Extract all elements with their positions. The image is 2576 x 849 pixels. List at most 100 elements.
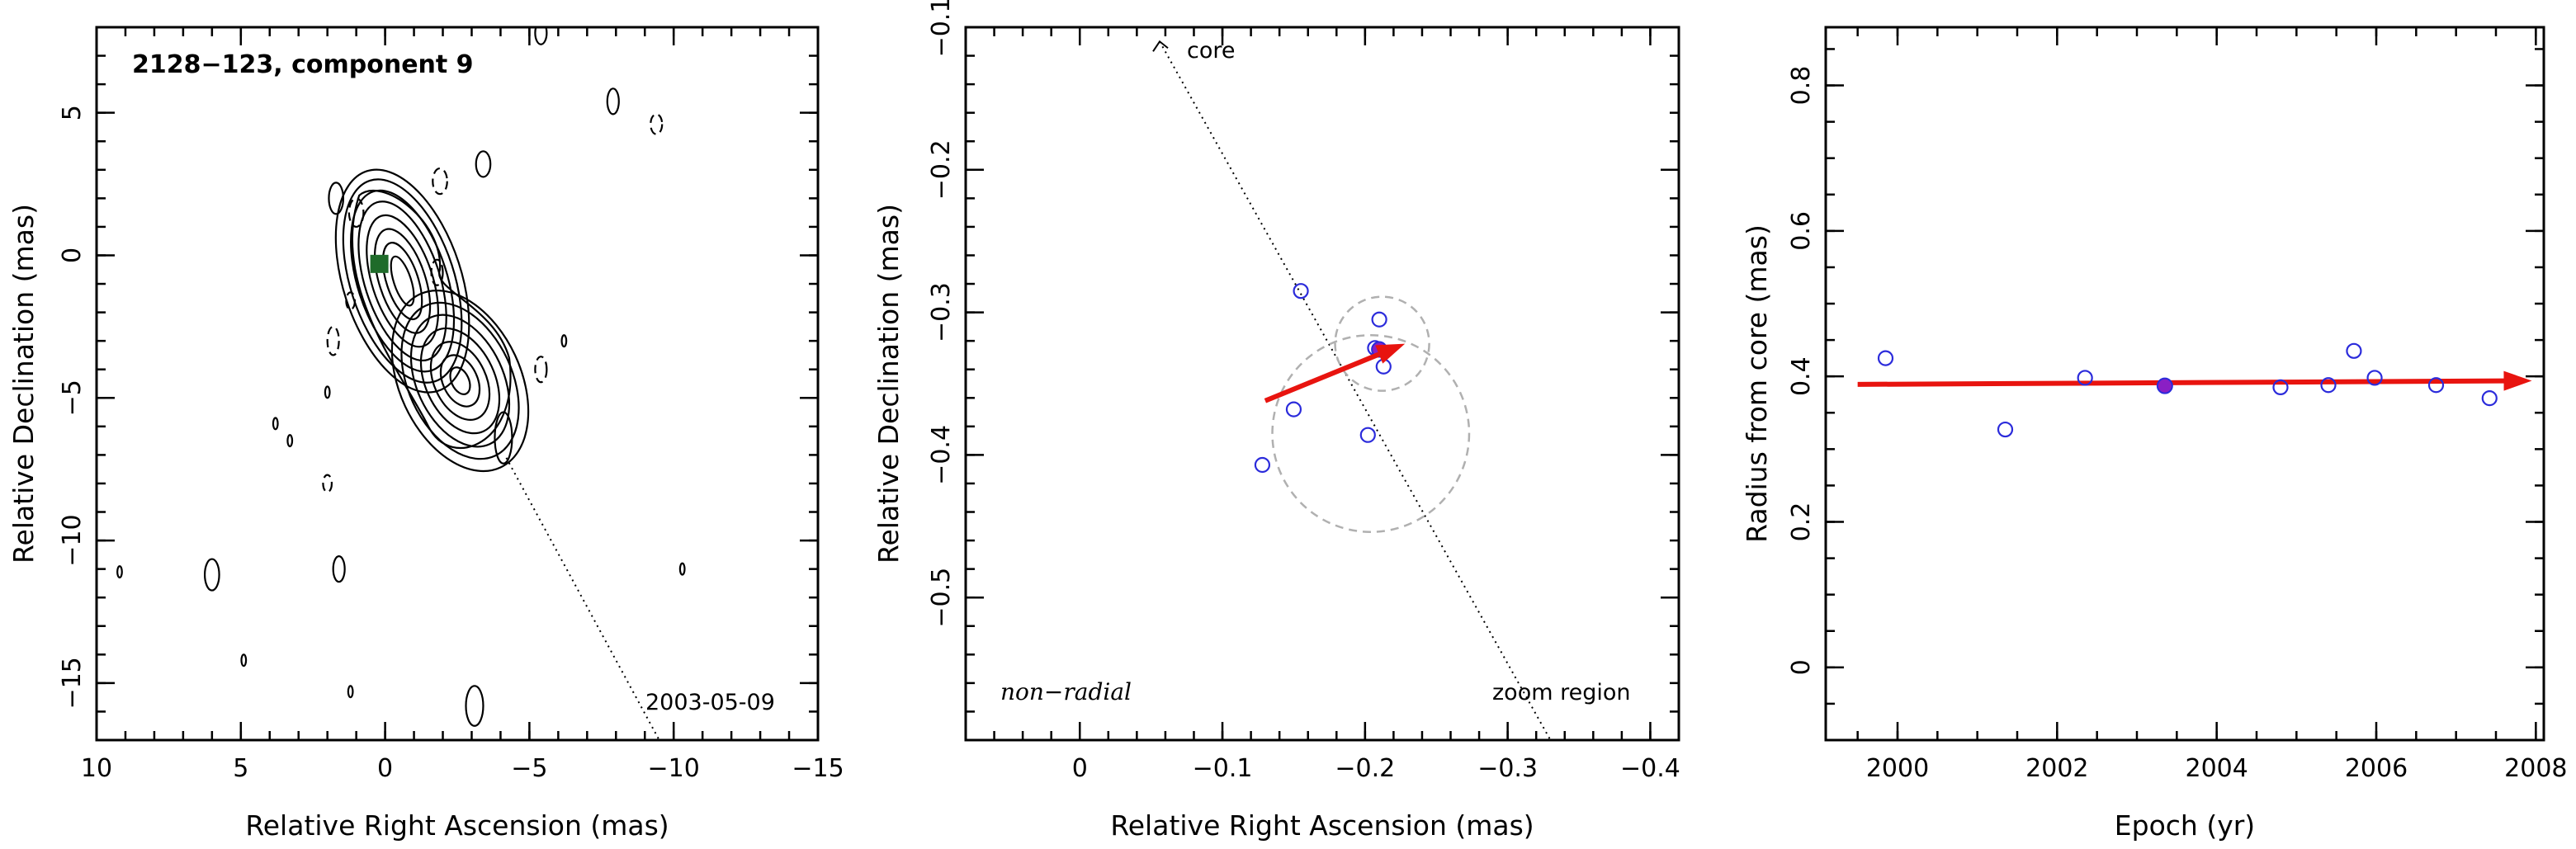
negative-contour <box>430 258 444 286</box>
contour-line <box>449 366 471 395</box>
component-marker <box>370 254 389 273</box>
contour-line <box>328 182 345 215</box>
x-tick-label: 5 <box>233 754 248 783</box>
core-direction-line <box>1159 40 1552 740</box>
contour-line <box>332 554 346 583</box>
radius-point <box>2272 379 2289 396</box>
contour-line <box>286 434 294 448</box>
x-tick-label: 10 <box>81 754 112 783</box>
x-tick-label: 2004 <box>2185 754 2248 783</box>
panel3-frame <box>1824 26 2545 742</box>
contour-line <box>475 150 492 178</box>
negative-contour <box>650 113 664 135</box>
contour-line <box>272 417 279 431</box>
contour-line <box>203 558 220 592</box>
fit-arrow-shaft <box>1857 378 2504 387</box>
y-tick-label: −10 <box>58 514 87 566</box>
panel3-y-axis-label: Radius from core (mas) <box>1741 224 1773 543</box>
panel-contour-map: 10 5 0 −5 −10 −15 5 0 −5 −10 −15 2128−123, compone… <box>7 26 844 842</box>
non-radial-annotation: non−radial <box>1000 678 1132 705</box>
contour-line <box>390 290 530 473</box>
current-epoch-point <box>2156 377 2173 394</box>
y-tick-label: 0 <box>58 248 87 263</box>
position-error-circle <box>1271 333 1471 533</box>
contour-line <box>678 562 686 576</box>
core-label: core <box>1187 38 1235 64</box>
contour-line <box>534 27 548 45</box>
core-arrowhead <box>1152 40 1169 52</box>
y-tick-label: −0.5 <box>927 568 956 628</box>
contour-line <box>350 189 456 373</box>
y-tick-label: −5 <box>58 380 87 416</box>
contour-line <box>240 653 248 667</box>
y-tick-label: 0.8 <box>1787 66 1816 106</box>
y-tick-label: 5 <box>58 105 87 120</box>
negative-contour <box>345 291 356 311</box>
contour-line <box>494 411 513 465</box>
x-tick-label: −10 <box>648 754 700 783</box>
panel1-title: 2128−123, component 9 <box>132 50 474 79</box>
x-tick-label: −0.3 <box>1477 754 1538 783</box>
contour-line <box>381 242 423 321</box>
x-tick-label: 2002 <box>2025 754 2088 783</box>
panel2-frame <box>964 26 1680 742</box>
contour-line <box>429 341 491 421</box>
panel2-y-axis-label: Relative Declination (mas) <box>872 204 905 564</box>
radius-point <box>2320 377 2337 394</box>
x-tick-label: 2000 <box>1866 754 1929 783</box>
position-point <box>1359 427 1376 443</box>
x-tick-label: −0.4 <box>1620 754 1680 783</box>
contour-line <box>419 327 501 435</box>
x-tick-label: 2008 <box>2504 754 2567 783</box>
contour-line <box>324 385 331 399</box>
negative-contour <box>347 197 365 229</box>
negative-contour <box>326 325 340 356</box>
y-tick-label: −0.3 <box>927 282 956 342</box>
panel2-x-axis-label: Relative Right Ascension (mas) <box>1110 809 1534 842</box>
panel3-x-axis-label: Epoch (yr) <box>2115 809 2255 842</box>
panel1-y-axis-label: Relative Declination (mas) <box>7 204 40 564</box>
y-tick-label: 0.2 <box>1787 502 1816 542</box>
radius-point <box>2077 370 2093 386</box>
panel1-x-axis-label: Relative Right Ascension (mas) <box>245 809 669 842</box>
x-tick-label: −0.2 <box>1335 754 1395 783</box>
contour-line <box>347 685 354 699</box>
y-tick-label: −0.4 <box>927 425 956 485</box>
x-tick-label: 0 <box>377 754 393 783</box>
contour-line <box>116 565 123 579</box>
zoom-region-label: zoom region <box>1492 680 1630 705</box>
negative-contour <box>534 356 548 384</box>
radius-point <box>2427 377 2445 394</box>
panel-zoom-positions: 0 −0.1 −0.2 −0.3 −0.4 −0.1 −0.2 −0.3 −0.4 −0.5 co… <box>872 0 1680 842</box>
y-tick-label: −0.2 <box>927 139 956 200</box>
contour-line <box>357 200 447 362</box>
contour-line <box>390 255 415 307</box>
radius-point <box>2366 370 2383 386</box>
y-tick-label: 0 <box>1787 659 1816 675</box>
negative-contour <box>432 167 448 196</box>
y-tick-label: −15 <box>58 657 87 709</box>
x-tick-label: −15 <box>792 754 844 783</box>
outer-contour <box>351 190 512 449</box>
negative-contour <box>322 474 333 493</box>
contour-line <box>400 301 520 460</box>
y-tick-label: 0.6 <box>1787 211 1816 251</box>
velocity-arrow-shaft <box>1264 351 1380 403</box>
radio-contours <box>116 27 686 727</box>
fit-arrow-head <box>2503 370 2532 391</box>
panel1-frame <box>95 26 820 742</box>
contour-line <box>374 228 432 334</box>
contour-line <box>409 314 511 448</box>
y-tick-label: 0.4 <box>1787 356 1816 396</box>
velocity-arrow-head <box>1375 343 1406 364</box>
radius-point <box>2346 342 2362 359</box>
contour-line <box>606 87 620 116</box>
position-point <box>1285 401 1302 417</box>
panel-radius-vs-epoch: 2000 2002 2004 2006 2008 0 0.2 0.4 0.6 0.8 Epoch … <box>1741 26 2568 842</box>
jet-direction-line <box>505 457 660 740</box>
position-point <box>1254 456 1271 474</box>
x-tick-label: −5 <box>511 754 547 783</box>
contour-line <box>342 178 463 384</box>
x-tick-label: 0 <box>1072 754 1088 783</box>
